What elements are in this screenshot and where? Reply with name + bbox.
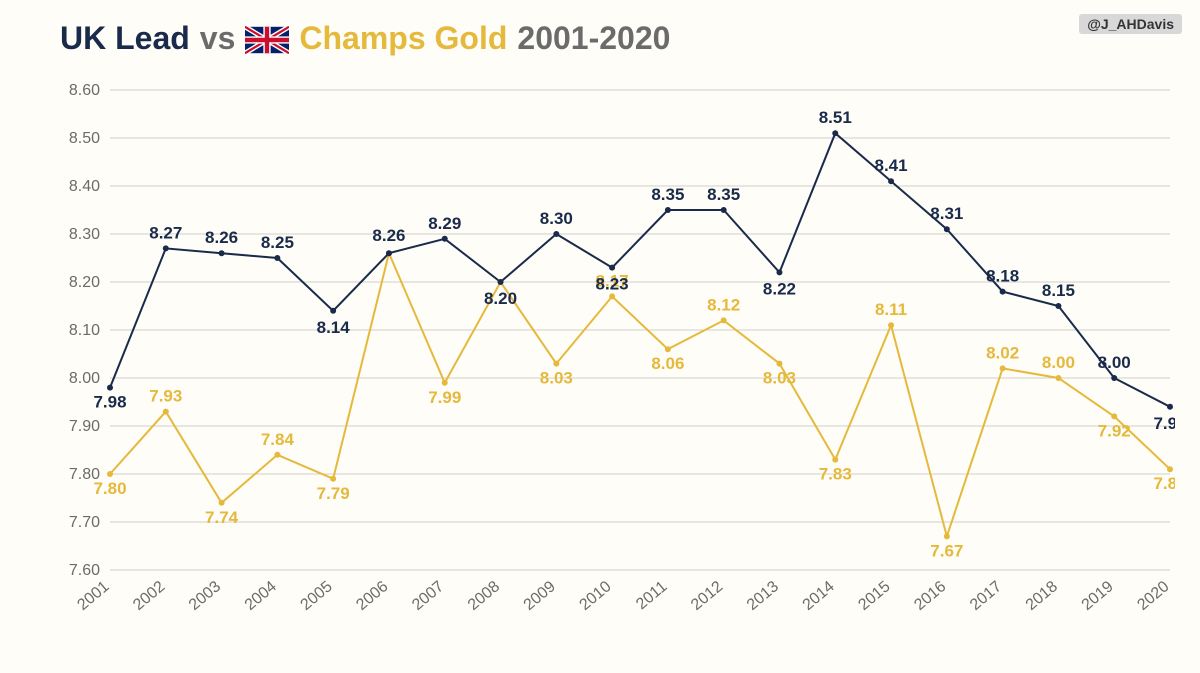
svg-text:2007: 2007	[409, 578, 447, 614]
svg-text:7.84: 7.84	[261, 430, 295, 449]
svg-text:8.20: 8.20	[484, 289, 517, 308]
svg-text:8.50: 8.50	[69, 130, 100, 147]
svg-text:8.03: 8.03	[540, 369, 573, 388]
svg-text:7.79: 7.79	[317, 484, 350, 503]
svg-text:8.60: 8.60	[69, 82, 100, 99]
line-chart: 7.60 7.70 7.80 7.90 8.00 8.10 8.20 8.30 8.40 8.50…	[55, 75, 1175, 635]
svg-text:8.30: 8.30	[540, 209, 573, 228]
svg-text:2008: 2008	[465, 578, 503, 614]
svg-text:7.83: 7.83	[819, 465, 852, 484]
title-years: 2001-2020	[517, 20, 670, 57]
svg-text:2006: 2006	[353, 578, 391, 614]
svg-text:8.14: 8.14	[317, 318, 351, 337]
svg-text:8.02: 8.02	[986, 343, 1019, 362]
svg-text:8.00: 8.00	[1098, 353, 1131, 372]
svg-text:2003: 2003	[186, 578, 224, 614]
svg-text:8.22: 8.22	[763, 279, 796, 298]
svg-text:8.31: 8.31	[930, 204, 963, 223]
svg-text:8.30: 8.30	[69, 226, 100, 243]
svg-text:7.81: 7.81	[1153, 474, 1175, 493]
svg-text:2011: 2011	[633, 578, 670, 613]
svg-text:2001: 2001	[74, 578, 112, 614]
svg-text:8.00: 8.00	[69, 370, 100, 387]
svg-text:2019: 2019	[1079, 578, 1117, 614]
svg-text:7.98: 7.98	[93, 393, 126, 412]
svg-text:2015: 2015	[855, 578, 893, 614]
title-vs: vs	[200, 20, 236, 57]
svg-text:2012: 2012	[688, 578, 726, 614]
title-champs-gold: Champs Gold	[299, 20, 507, 57]
svg-text:8.29: 8.29	[428, 214, 461, 233]
svg-text:8.06: 8.06	[651, 354, 684, 373]
svg-text:8.15: 8.15	[1042, 281, 1075, 300]
svg-text:7.60: 7.60	[69, 562, 100, 579]
svg-text:2017: 2017	[967, 578, 1005, 614]
svg-text:8.51: 8.51	[819, 108, 852, 127]
svg-text:7.74: 7.74	[205, 508, 239, 527]
svg-text:8.41: 8.41	[875, 156, 908, 175]
svg-text:8.10: 8.10	[69, 322, 100, 339]
svg-text:8.40: 8.40	[69, 178, 100, 195]
svg-text:7.70: 7.70	[69, 514, 100, 531]
author-handle: @J_AHDavis	[1079, 14, 1182, 34]
svg-text:7.94: 7.94	[1153, 414, 1175, 433]
svg-text:8.35: 8.35	[651, 185, 684, 204]
chart-title: UK Lead vs Champs Gold 2001-2020	[60, 20, 670, 57]
svg-text:2014: 2014	[800, 578, 838, 614]
svg-text:2020: 2020	[1134, 578, 1172, 614]
svg-text:8.20: 8.20	[69, 274, 100, 291]
svg-text:8.25: 8.25	[261, 233, 294, 252]
svg-text:8.35: 8.35	[707, 185, 740, 204]
svg-text:7.99: 7.99	[428, 388, 461, 407]
svg-text:8.27: 8.27	[149, 223, 182, 242]
svg-text:8.00: 8.00	[1042, 353, 1075, 372]
svg-text:2002: 2002	[130, 578, 168, 614]
uk-flag-icon	[245, 25, 289, 53]
title-uk-lead: UK Lead	[60, 20, 190, 57]
svg-text:2004: 2004	[242, 578, 280, 614]
svg-text:8.03: 8.03	[763, 369, 796, 388]
svg-text:2010: 2010	[576, 578, 614, 614]
svg-text:7.92: 7.92	[1098, 421, 1131, 440]
svg-text:7.90: 7.90	[69, 418, 100, 435]
svg-text:8.26: 8.26	[372, 226, 405, 245]
svg-text:8.26: 8.26	[205, 228, 238, 247]
svg-text:2009: 2009	[521, 578, 559, 614]
svg-text:8.23: 8.23	[596, 275, 629, 294]
svg-text:2005: 2005	[298, 578, 336, 614]
svg-text:7.93: 7.93	[149, 387, 182, 406]
svg-text:7.80: 7.80	[93, 479, 126, 498]
svg-text:7.67: 7.67	[930, 541, 963, 560]
svg-text:2018: 2018	[1023, 578, 1061, 614]
svg-text:8.12: 8.12	[707, 295, 740, 314]
svg-text:8.11: 8.11	[875, 300, 907, 319]
svg-text:2016: 2016	[911, 578, 949, 614]
svg-text:8.18: 8.18	[986, 267, 1019, 286]
svg-text:2013: 2013	[744, 578, 782, 614]
